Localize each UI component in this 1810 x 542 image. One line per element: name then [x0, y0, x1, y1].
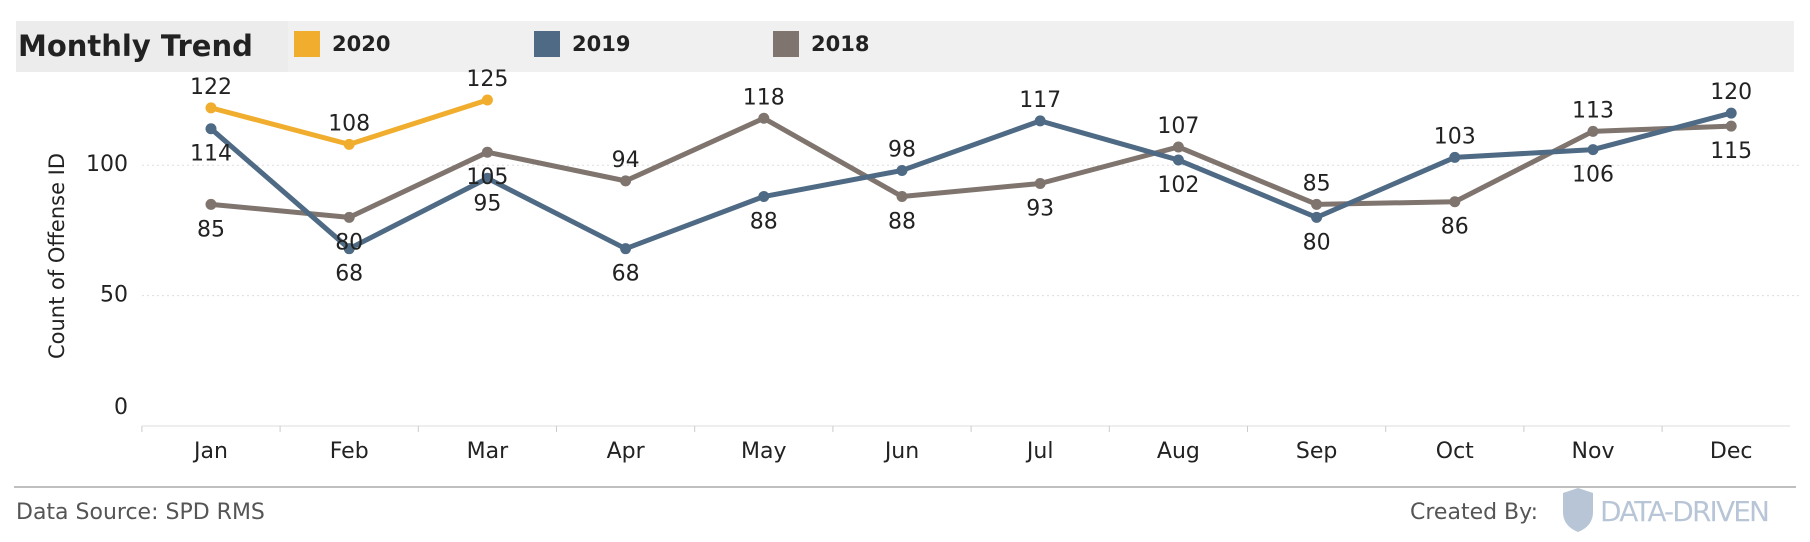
data-point [1311, 198, 1323, 210]
data-label: 68 [335, 262, 363, 287]
series-line [209, 110, 1732, 252]
legend-swatch [773, 31, 799, 57]
x-tick-label: Mar [467, 439, 509, 464]
x-tick-label: Aug [1157, 439, 1200, 464]
title-band [16, 21, 288, 72]
data-label: 80 [335, 230, 363, 255]
data-point [758, 112, 770, 124]
data-label: 88 [888, 210, 916, 235]
chart-title: Monthly Trend [18, 29, 253, 63]
data-point [896, 191, 908, 203]
data-label: 93 [1026, 196, 1054, 221]
y-tick-label: 100 [86, 152, 128, 177]
data-point [205, 123, 217, 135]
x-tick-label: May [741, 439, 786, 464]
x-tick-label: Apr [607, 439, 646, 464]
data-point [1587, 125, 1599, 137]
x-tick-label: Jan [192, 439, 228, 464]
data-point [1172, 154, 1184, 166]
data-label: 113 [1572, 98, 1614, 123]
y-tick-label: 0 [114, 395, 128, 420]
data-point [1172, 141, 1184, 153]
data-point [343, 138, 355, 150]
data-source: Data Source: SPD RMS [16, 500, 265, 525]
data-point [205, 198, 217, 210]
data-label: 80 [1303, 230, 1331, 255]
legend-label: 2019 [572, 32, 630, 56]
x-tick-label: Sep [1296, 439, 1337, 464]
data-point [896, 164, 908, 176]
data-point [481, 146, 493, 158]
legend-swatch [534, 31, 560, 57]
x-tick-label: Oct [1436, 439, 1474, 464]
logo-text: DATA-DRIVEN [1600, 495, 1770, 528]
x-tick-label: Nov [1572, 439, 1615, 464]
series-line [210, 115, 1732, 220]
x-tick-label: Jun [883, 439, 919, 464]
data-label: 117 [1019, 88, 1061, 113]
data-point [1449, 151, 1461, 163]
y-axis-label: Count of Offense ID [45, 153, 69, 359]
data-label: 114 [190, 142, 232, 167]
legend-label: 2018 [811, 32, 869, 56]
data-point [1034, 177, 1046, 189]
data-point [620, 243, 632, 255]
data-label: 94 [612, 148, 640, 173]
x-tick-label: Feb [330, 439, 369, 464]
data-label: 125 [466, 67, 508, 92]
data-point [1311, 211, 1323, 223]
data-point [1034, 115, 1046, 127]
data-label: 106 [1572, 163, 1614, 188]
data-point [481, 172, 493, 184]
y-tick-label: 50 [100, 283, 128, 308]
data-label: 95 [473, 191, 501, 216]
data-label: 68 [612, 262, 640, 287]
data-point [205, 102, 217, 114]
data-point [1725, 120, 1737, 132]
data-label: 107 [1157, 114, 1199, 139]
data-label: 88 [750, 210, 778, 235]
data-label: 120 [1710, 80, 1752, 105]
data-label: 98 [888, 137, 916, 162]
data-point [343, 211, 355, 223]
data-point [758, 191, 770, 203]
legend-label: 2020 [332, 32, 390, 56]
legend-swatch [294, 31, 320, 57]
data-label: 102 [1157, 173, 1199, 198]
data-point [1449, 196, 1461, 208]
data-label: 115 [1710, 139, 1752, 164]
data-label: 118 [743, 85, 785, 110]
data-point [1725, 107, 1737, 119]
data-label: 108 [328, 111, 370, 136]
data-point [343, 243, 355, 255]
data-label: 86 [1441, 215, 1469, 240]
x-tick-label: Jul [1025, 439, 1054, 464]
data-label: 105 [466, 165, 508, 190]
data-point [481, 94, 493, 106]
created-by: Created By: [1410, 500, 1538, 525]
data-point [1587, 144, 1599, 156]
logo-shield [1563, 488, 1593, 532]
data-label: 122 [190, 75, 232, 100]
x-tick-label: Dec [1710, 439, 1753, 464]
data-label: 85 [197, 217, 225, 242]
data-point [620, 175, 632, 187]
data-label: 85 [1303, 171, 1331, 196]
data-label: 103 [1434, 124, 1476, 149]
